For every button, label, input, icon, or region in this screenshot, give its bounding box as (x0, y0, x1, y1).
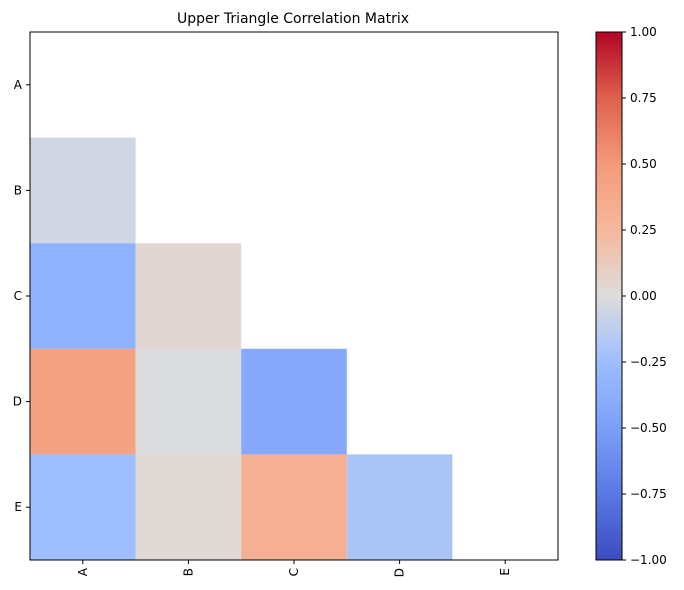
chart-title: Upper Triangle Correlation Matrix (177, 11, 409, 27)
heatmap-cell (30, 454, 136, 560)
column-tick-label: C (287, 568, 301, 576)
colorbar-tick-label: −0.75 (630, 487, 667, 501)
column-tick-label: B (181, 568, 195, 576)
heatmap-cell (135, 348, 242, 455)
heatmap-cell (30, 243, 136, 349)
heatmap-cell (241, 348, 347, 455)
colorbar-tick-label: −0.50 (630, 421, 667, 435)
column-tick-label: A (76, 567, 90, 576)
heatmap-cell (241, 454, 347, 560)
row-tick-label: B (14, 183, 22, 197)
row-tick-label: E (14, 500, 22, 514)
row-tick-labels: A B C D E (13, 78, 30, 514)
colorbar-tick-label: 0.75 (630, 91, 657, 105)
heatmap-cell (346, 454, 453, 560)
colorbar-tick-label: 0.00 (630, 289, 657, 303)
column-tick-label: E (498, 568, 512, 576)
column-tick-labels: A B C D E (76, 560, 512, 577)
heatmap-cell (30, 348, 136, 455)
row-tick-label: D (13, 395, 22, 409)
column-tick-label: D (393, 568, 407, 577)
row-tick-label: A (14, 78, 23, 92)
heatmap-cell (30, 137, 136, 244)
heatmap-cell (135, 454, 242, 560)
colorbar-tick-label: −0.25 (630, 355, 667, 369)
heatmap-cell (135, 243, 242, 349)
colorbar-tick-label: 1.00 (630, 25, 657, 39)
colorbar-tick-label: 0.50 (630, 157, 657, 171)
row-tick-label: C (14, 289, 22, 303)
colorbar-tick-label: −1.00 (630, 553, 667, 567)
colorbar-tick-label: 0.25 (630, 223, 657, 237)
heatmap-cells (30, 137, 453, 560)
colorbar-tick-labels: 1.00 0.75 0.50 0.25 0.00 −0.25 −0.50 −0.75 −1.00 (622, 25, 667, 567)
colorbar (595, 31, 623, 561)
